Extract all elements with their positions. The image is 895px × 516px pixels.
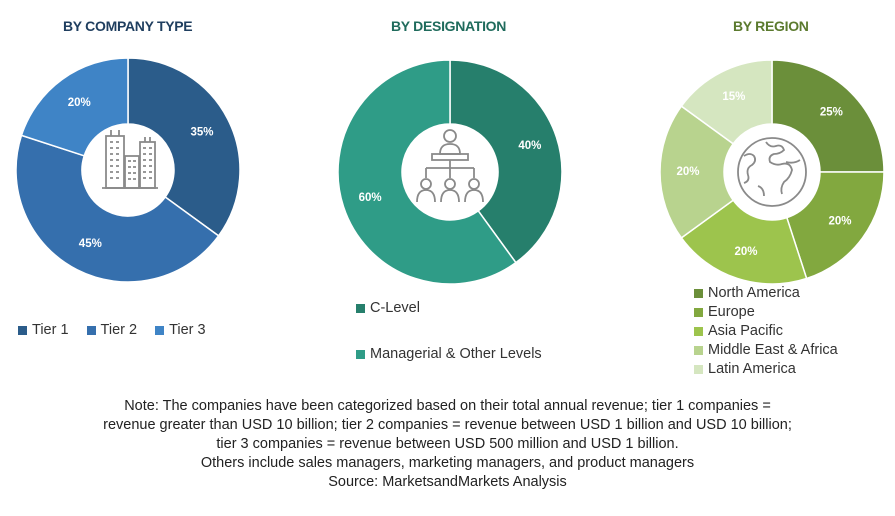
legend-label: Asia Pacific [708,323,783,339]
legend-label: Latin America [708,361,796,377]
legend-label: Tier 1 [32,322,69,338]
region-title: BY REGION [733,18,809,34]
legend-item-middle-east-africa: Middle East & Africa [694,341,838,360]
legend-label: Tier 3 [169,322,206,338]
legend-label: Middle East & Africa [708,342,838,358]
note-line: Others include sales managers, marketing… [200,455,695,471]
note-line: tier 3 companies = revenue between USD 5… [216,436,679,452]
legend-swatch [86,325,96,335]
data-label: 20% [828,215,851,227]
legend-item-managerial: Managerial & Other Levels [356,346,542,362]
legend-swatch [694,308,703,317]
hierarchy-people-icon [416,129,484,203]
legend-item-tier-2: Tier 2 [86,322,138,338]
legend-label: Managerial & Other Levels [370,346,542,362]
legend-swatch [356,303,365,313]
data-label: 20% [68,97,91,109]
buildings-icon [102,130,158,189]
source-line: Source: MarketsandMarkets Analysis [328,474,567,490]
region-donut: 25% 20% 20% 20% 15% [659,59,885,285]
data-label: 15% [722,91,745,103]
legend-item-north-america: North America [694,284,838,303]
legend-swatch [18,325,27,335]
legend-swatch [694,327,703,336]
data-label: 40% [518,140,541,152]
legend-swatch [694,289,703,298]
legend-item-tier-3: Tier 3 [155,322,206,338]
legend-label: Tier 2 [100,322,138,338]
data-label: 35% [190,126,213,138]
legend-item-tier-1: Tier 1 [18,322,69,338]
legend-item-asia-pacific: Asia Pacific [694,322,838,341]
data-label: 60% [359,192,382,204]
data-label: 25% [820,107,843,119]
note-line: revenue greater than USD 10 billion; tie… [103,417,792,433]
legend-label: North America [708,285,800,301]
legend-swatch [694,365,703,374]
footnotes: Note: The companies have been categorize… [0,397,895,492]
designation-legend: C-Level Managerial & Other Levels [356,300,542,362]
donut-slice-tier-2 [15,134,220,283]
legend-swatch [356,349,365,359]
company-type-title: BY COMPANY TYPE [63,18,193,34]
data-label: 20% [676,166,699,178]
company-type-donut: 35% 45% 20% [15,57,241,283]
legend-item-europe: Europe [694,303,838,322]
legend-item-latin-america: Latin America [694,360,838,379]
note-line: Note: The companies have been categorize… [124,398,771,414]
globe-icon [737,137,807,207]
legend-label: Europe [708,304,755,320]
data-label: 45% [79,238,102,250]
designation-title: BY DESIGNATION [391,18,507,34]
data-label: 20% [735,246,758,258]
designation-donut: 40% 60% [337,59,563,285]
legend-swatch [155,325,165,335]
region-legend: North America Europe Asia Pacific Middle… [694,284,838,379]
legend-swatch [694,346,703,355]
donut-hole [82,124,174,216]
company-type-legend: Tier 1 Tier 2 Tier 3 [18,322,206,338]
legend-item-c-level: C-Level [356,300,542,316]
legend-label: C-Level [370,300,420,316]
